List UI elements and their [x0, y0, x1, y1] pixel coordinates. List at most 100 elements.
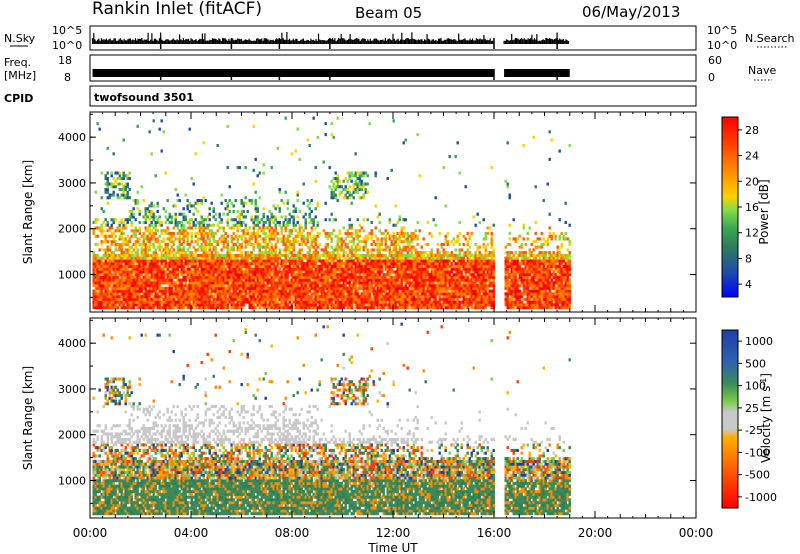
echo-cell — [230, 226, 233, 230]
echo-cell — [296, 306, 299, 310]
echo-cell — [350, 306, 353, 310]
echo-cell — [272, 281, 275, 285]
echo-cell — [244, 281, 247, 285]
echo-cell — [182, 229, 185, 233]
echo-cell — [320, 284, 323, 288]
echo-cell — [238, 248, 241, 252]
echo-cell — [196, 306, 199, 310]
echo-cell — [216, 278, 219, 282]
echo-cell — [284, 259, 287, 263]
echo-cell — [340, 237, 343, 241]
echo-cell — [240, 281, 243, 285]
echo-cell — [106, 179, 109, 183]
echo-cell — [182, 231, 185, 235]
echo-cell — [196, 253, 199, 257]
echo-cell — [182, 248, 185, 252]
echo-cell — [264, 242, 267, 246]
echo-cell — [452, 242, 455, 246]
echo-cell — [198, 264, 201, 268]
echo-cell — [282, 220, 285, 224]
echo-cell — [196, 270, 199, 274]
echo-cell — [286, 303, 289, 307]
echo-cell — [180, 237, 183, 241]
echo-cell — [330, 284, 333, 288]
echo-cell — [458, 242, 461, 246]
echo-cell — [178, 234, 181, 238]
echo-cell — [272, 220, 275, 224]
echo-cell — [204, 275, 207, 279]
echo-cell — [138, 273, 141, 277]
echo-cell — [212, 237, 215, 241]
echo-cell — [218, 275, 221, 279]
echo-cell — [254, 306, 257, 310]
echo-cell — [230, 259, 233, 263]
echo-cell — [294, 303, 297, 307]
echo-cell — [256, 292, 259, 296]
echo-cell — [104, 256, 107, 260]
echo-cell — [116, 289, 119, 293]
echo-cell — [198, 226, 201, 230]
echo-cell — [366, 218, 369, 222]
echo-cell — [162, 297, 165, 301]
echo-cell — [312, 303, 315, 307]
echo-cell — [96, 122, 99, 126]
echo-cell — [308, 303, 311, 307]
echo-cell — [130, 262, 133, 266]
echo-cell — [254, 207, 257, 211]
echo-cell — [174, 251, 177, 255]
echo-cell — [268, 259, 271, 263]
echo-cell — [230, 281, 233, 285]
echo-cell — [122, 138, 125, 142]
echo-cell — [384, 229, 387, 233]
echo-cell — [280, 231, 283, 235]
beam-title: Beam 05 — [355, 4, 422, 22]
echo-cell — [238, 306, 241, 310]
echo-cell — [250, 289, 253, 293]
echo-cell — [122, 259, 125, 263]
echo-cell — [130, 303, 133, 307]
echo-cell — [446, 289, 449, 293]
echo-cell — [232, 264, 235, 268]
echo-cell — [232, 275, 235, 279]
echo-cell — [330, 188, 333, 192]
echo-cell — [256, 270, 259, 274]
echo-cell — [276, 273, 279, 277]
echo-cell — [330, 286, 333, 290]
echo-cell — [212, 281, 215, 285]
echo-cell — [118, 256, 121, 260]
echo-cell — [166, 300, 169, 304]
echo-cell — [284, 226, 287, 230]
echo-cell — [208, 267, 211, 271]
echo-cell — [126, 306, 129, 310]
echo-cell — [182, 212, 185, 216]
echo-cell — [250, 281, 253, 285]
echo-cell — [228, 300, 231, 304]
echo-cell — [282, 289, 285, 293]
echo-cell — [254, 284, 257, 288]
echo-cell — [200, 229, 203, 233]
echo-cell — [190, 281, 193, 285]
echo-cell — [396, 220, 399, 224]
echo-cell — [136, 284, 139, 288]
echo-cell — [358, 248, 361, 252]
echo-cell — [324, 281, 327, 285]
echo-cell — [352, 297, 355, 301]
echo-cell — [94, 262, 97, 266]
echo-cell — [336, 264, 339, 268]
echo-cell — [308, 281, 311, 285]
echo-cell — [138, 264, 141, 268]
echo-cell — [142, 267, 145, 271]
echo-cell — [310, 220, 313, 224]
echo-cell — [256, 278, 259, 282]
echo-cell — [358, 177, 361, 181]
echo-cell — [352, 237, 355, 241]
echo-cell — [188, 223, 191, 227]
echo-cell — [320, 306, 323, 310]
echo-cell — [272, 270, 275, 274]
echo-cell — [106, 297, 109, 301]
echo-cell — [104, 289, 107, 293]
echo-cell — [168, 289, 171, 293]
echo-cell — [452, 297, 455, 301]
echo-cell — [106, 306, 109, 310]
echo-cell — [200, 303, 203, 307]
